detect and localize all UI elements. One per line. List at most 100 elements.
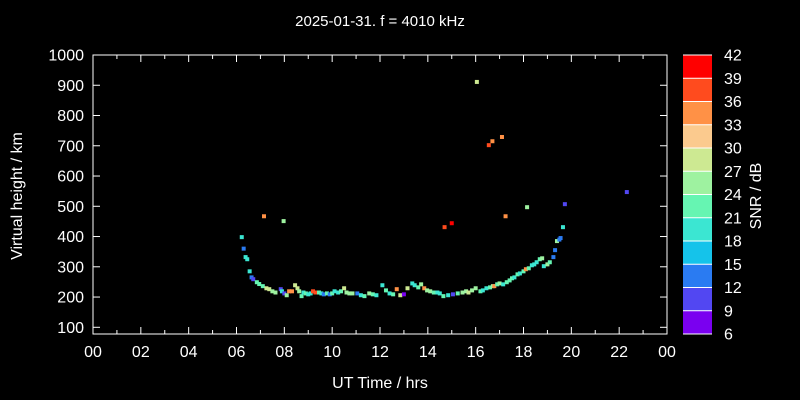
- data-point: [515, 272, 520, 277]
- data-point: [273, 290, 278, 295]
- data-point: [532, 262, 537, 267]
- y-tick-label: 300: [57, 259, 84, 276]
- data-point: [470, 288, 475, 293]
- data-point: [545, 262, 550, 267]
- data-point: [484, 286, 489, 291]
- data-point: [551, 255, 556, 260]
- colorbar-tick-label: 6: [724, 327, 733, 344]
- data-point: [523, 267, 528, 272]
- data-point: [560, 225, 565, 230]
- data-point: [425, 288, 430, 293]
- colorbar-segment: [683, 78, 712, 102]
- data-point: [278, 287, 283, 292]
- data-point: [480, 288, 485, 293]
- data-point: [245, 257, 250, 262]
- colorbar-tick-label: 24: [724, 187, 742, 204]
- data-point: [507, 278, 512, 283]
- colorbar-tick-label: 9: [724, 303, 733, 320]
- colorbar-tick-label: 21: [724, 210, 742, 227]
- y-axis-label: Virtual height / km: [9, 132, 26, 260]
- data-point: [412, 283, 417, 288]
- data-point: [450, 292, 455, 297]
- colorbar-tick-label: 15: [724, 257, 742, 274]
- y-tick-label: 800: [57, 108, 84, 125]
- x-tick-label: 02: [132, 344, 150, 361]
- data-point: [510, 276, 515, 281]
- data-point: [455, 291, 460, 296]
- colorbar-segment: [683, 101, 712, 125]
- colorbar-tick-label: 36: [724, 94, 742, 111]
- colorbar-tick-label: 27: [724, 164, 742, 181]
- data-point: [473, 286, 478, 291]
- data-point: [495, 282, 500, 287]
- data-point: [488, 285, 493, 290]
- data-point: [270, 289, 275, 294]
- colorbar-tick-label: 39: [724, 71, 742, 88]
- data-point: [558, 236, 563, 241]
- data-point: [419, 282, 424, 287]
- x-axis-label: UT Time / hrs: [332, 375, 428, 392]
- data-point: [374, 293, 379, 298]
- data-point: [293, 283, 298, 288]
- data-point: [303, 291, 308, 296]
- data-point: [428, 289, 433, 294]
- data-point: [460, 290, 465, 295]
- colorbar-tick-label: 42: [724, 48, 742, 65]
- plot-frame: [92, 54, 668, 335]
- data-point: [260, 284, 265, 289]
- data-point: [478, 289, 483, 294]
- data-point: [324, 291, 329, 296]
- data-point: [394, 287, 399, 292]
- x-tick-label: 06: [228, 344, 246, 361]
- data-point: [297, 289, 302, 294]
- data-point: [537, 257, 542, 262]
- data-point: [257, 282, 262, 287]
- data-point: [380, 283, 385, 288]
- data-point: [243, 255, 248, 260]
- data-point: [446, 293, 451, 298]
- data-point: [534, 260, 539, 265]
- colorbar-segment: [683, 194, 712, 218]
- data-point: [264, 286, 269, 291]
- data-point: [490, 139, 495, 144]
- y-tick-label: 700: [57, 138, 84, 155]
- chart-title: 2025-01-31. f = 4010 kHz: [295, 13, 465, 30]
- x-tick-label: 00: [84, 344, 102, 361]
- data-point: [281, 219, 286, 224]
- data-point: [449, 221, 454, 226]
- data-point: [287, 289, 292, 294]
- data-point: [553, 248, 558, 253]
- x-tick-label: 14: [419, 344, 437, 361]
- y-tick-label: 1000: [48, 48, 84, 65]
- colorbar-segment: [683, 217, 712, 241]
- data-point: [358, 293, 363, 298]
- data-point: [301, 290, 306, 295]
- y-tick-label: 100: [57, 320, 84, 337]
- data-point: [362, 294, 367, 299]
- colorbar-tick-label: 33: [724, 117, 742, 134]
- data-point: [313, 290, 318, 295]
- x-tick-label: 20: [562, 344, 580, 361]
- data-point: [517, 271, 522, 276]
- data-point: [370, 292, 375, 297]
- data-point: [247, 269, 252, 274]
- data-point: [239, 235, 244, 240]
- x-tick-label: 00: [658, 344, 676, 361]
- data-point: [279, 289, 284, 294]
- data-point: [308, 291, 313, 296]
- x-tick-label: 22: [610, 344, 628, 361]
- data-point: [336, 290, 341, 295]
- data-point: [284, 293, 289, 298]
- data-point: [464, 289, 469, 294]
- data-point: [391, 292, 396, 297]
- data-point: [327, 292, 332, 297]
- colorbar-segment: [683, 264, 712, 288]
- data-point: [492, 284, 497, 289]
- data-point: [554, 239, 559, 244]
- data-point: [499, 134, 504, 139]
- data-point: [526, 266, 531, 271]
- x-tick-label: 16: [467, 344, 485, 361]
- data-point: [512, 275, 517, 280]
- colorbar-tick-label: 30: [724, 141, 742, 158]
